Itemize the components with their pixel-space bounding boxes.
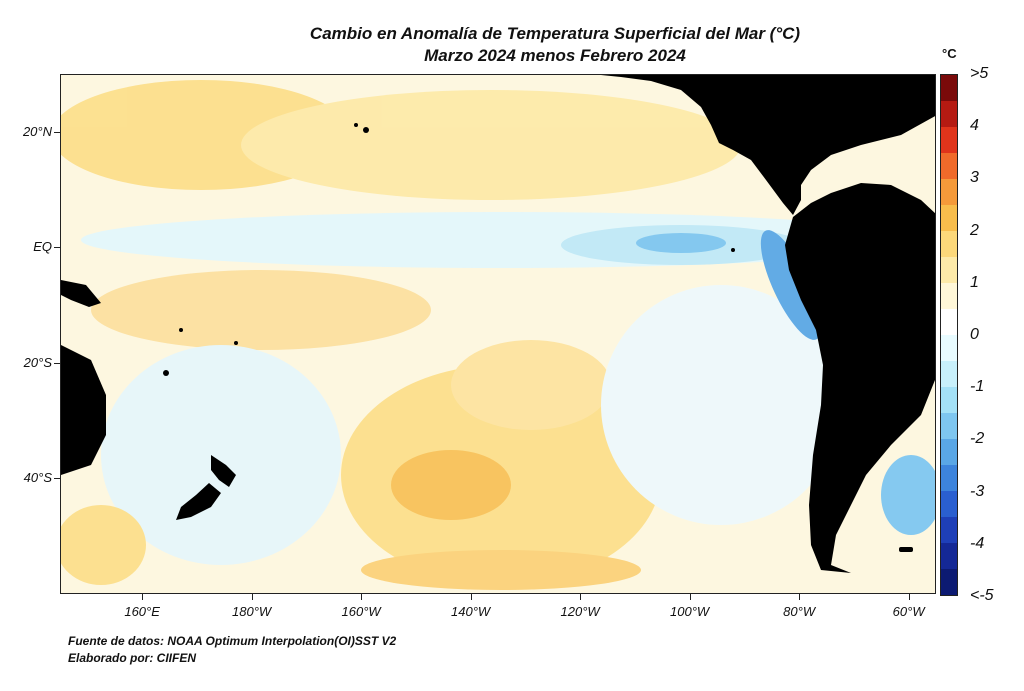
cool-field-tasman: [101, 345, 341, 565]
lon-tick-label: 160°W: [341, 604, 381, 619]
colorbar-segment: [941, 283, 957, 309]
colorbar: [940, 74, 958, 596]
australia-land: [61, 345, 106, 475]
map-title: Cambio en Anomalía de Temperatura Superf…: [309, 24, 801, 43]
cool-core-east: [636, 233, 726, 253]
colorbar-label: >5: [970, 65, 989, 82]
cool-coastal-peru: [760, 230, 822, 340]
galapagos-island: [731, 248, 735, 252]
colorbar-label: -1: [970, 378, 985, 396]
warm-field-southwest: [61, 505, 146, 585]
lon-tick-label: 140°W: [451, 604, 491, 619]
lat-tick-label: 20°N: [22, 123, 52, 139]
new-caledonia-island: [163, 370, 169, 376]
colorbar-segment: [941, 153, 957, 179]
south-america-land: [785, 183, 935, 573]
lat-tick-mark: [54, 478, 60, 480]
colorbar-label: -4: [970, 534, 985, 552]
colorbar-label: 2: [970, 221, 979, 239]
map-canvas: [61, 75, 935, 593]
hawaii-island-small: [354, 123, 358, 127]
colorbar-segment: [941, 335, 957, 361]
colorbar-segment: [941, 75, 957, 101]
new-zealand-north-island: [211, 455, 236, 487]
colorbar-segment: [941, 439, 957, 465]
colorbar-segment: [941, 387, 957, 413]
warm-field-subtropical: [451, 340, 611, 430]
cool-field-argentine: [881, 455, 935, 535]
hawaii-island: [363, 127, 369, 133]
warm-band-south-pacific: [91, 270, 431, 350]
falkland-islands: [899, 547, 913, 552]
warm-field-north-central: [241, 90, 741, 200]
colorbar-segment: [941, 179, 957, 205]
new-zealand-south-island: [176, 483, 221, 520]
lon-tick-mark: [470, 594, 472, 600]
vanuatu-island: [179, 328, 183, 332]
colorbar-segment: [941, 309, 957, 335]
sst-anomaly-map: [60, 74, 936, 594]
cuba-island: [778, 100, 808, 108]
lat-tick-mark: [54, 131, 60, 133]
data-source-note: Fuente de datos: NOAA Optimum Interpolat…: [68, 634, 397, 648]
colorbar-segment: [941, 543, 957, 569]
lon-tick-label: 60°W: [892, 604, 925, 619]
colorbar-segment: [941, 517, 957, 543]
north-america-land: [601, 75, 935, 215]
colorbar-label: 3: [970, 169, 979, 187]
colorbar-segment: [941, 257, 957, 283]
colorbar-segment: [941, 231, 957, 257]
colorbar-label: 0: [970, 326, 979, 343]
lat-tick-label: 20°S: [23, 354, 52, 370]
lon-tick-mark: [361, 594, 363, 600]
lon-tick-mark: [908, 594, 910, 600]
colorbar-segment: [941, 205, 957, 231]
colorbar-unit: °C: [942, 46, 957, 61]
lat-tick-mark: [54, 247, 60, 249]
colorbar-segment: [941, 491, 957, 517]
colorbar-label: 1: [970, 273, 979, 291]
colorbar-label: <-5: [970, 587, 994, 604]
lon-tick-label: 80°W: [783, 604, 816, 619]
lat-tick-label: EQ: [33, 239, 52, 255]
landmasses: [61, 75, 935, 573]
lat-tick-mark: [54, 362, 60, 364]
lon-tick-label: 120°W: [560, 604, 600, 619]
lon-tick-label: 180°W: [232, 604, 272, 619]
lon-tick-mark: [251, 594, 253, 600]
lon-tick-mark: [580, 594, 582, 600]
colorbar-segment: [941, 569, 957, 595]
lon-tick-label: 100°W: [670, 604, 710, 619]
colorbar-label: -3: [970, 482, 985, 500]
warm-band-southern-ocean: [361, 550, 641, 590]
colorbar-label: 4: [970, 117, 979, 135]
lat-tick-label: 40°S: [23, 470, 52, 486]
lon-tick-mark: [689, 594, 691, 600]
colorbar-segment: [941, 413, 957, 439]
lon-tick-label: 160°E: [124, 604, 160, 619]
colorbar-segment: [941, 361, 957, 387]
fiji-island: [234, 341, 238, 345]
lon-tick-mark: [142, 594, 144, 600]
cool-field-southeast: [601, 285, 841, 525]
lon-tick-mark: [799, 594, 801, 600]
colorbar-label: -2: [970, 430, 985, 448]
new-guinea-land: [61, 280, 101, 307]
author-note: Elaborado por: CIIFEN: [68, 651, 197, 665]
anomaly-fields: [61, 80, 935, 590]
map-subtitle: Marzo 2024 menos Febrero 2024: [424, 46, 686, 65]
colorbar-segment: [941, 101, 957, 127]
colorbar-segment: [941, 127, 957, 153]
warm-core-south-central: [391, 450, 511, 520]
colorbar-segment: [941, 465, 957, 491]
